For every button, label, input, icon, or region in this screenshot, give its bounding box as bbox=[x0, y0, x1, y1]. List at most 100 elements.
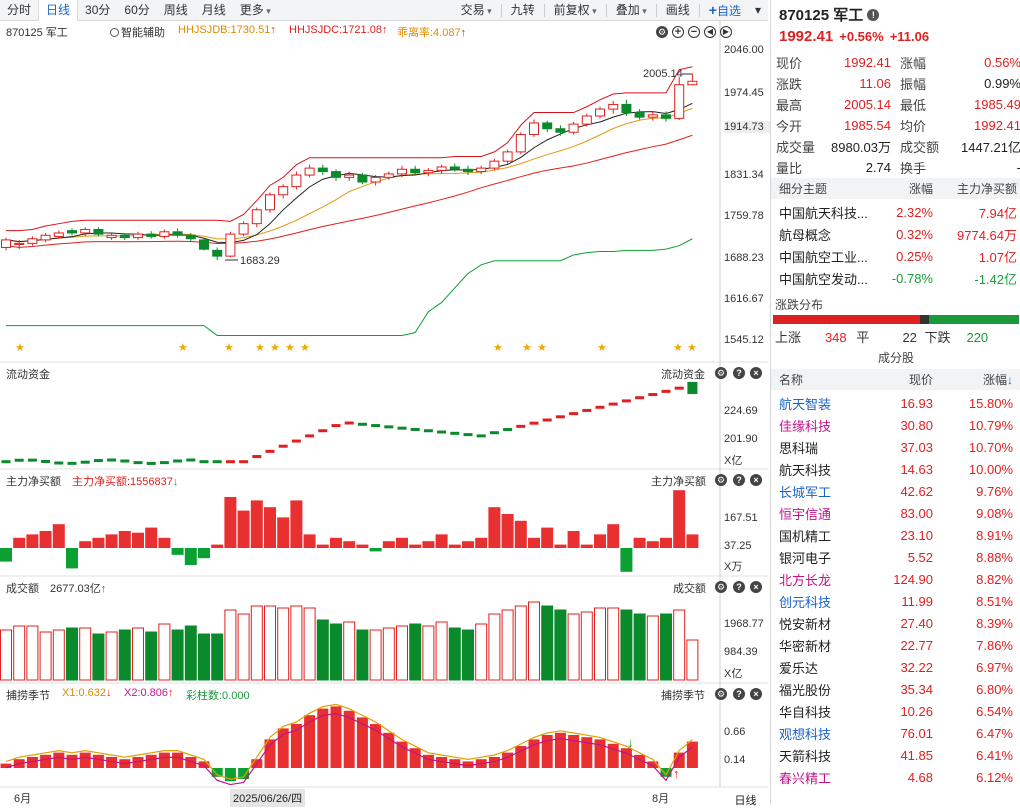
volume-bar bbox=[488, 613, 501, 681]
component-row[interactable]: 航天科技 14.63 10.00% bbox=[771, 458, 1020, 480]
settings-icon[interactable]: ⚙ bbox=[715, 688, 727, 700]
info-icon[interactable]: ! bbox=[867, 9, 880, 21]
theme-row[interactable]: 中国航空工业... 0.25% 1.07亿 bbox=[771, 245, 1020, 267]
component-row[interactable]: 银河电子 5.52 8.88% bbox=[771, 546, 1020, 568]
net-bar bbox=[356, 544, 369, 548]
theme-name: 中国航空发动... bbox=[779, 271, 868, 287]
theme-name: 航母概念 bbox=[779, 227, 832, 243]
component-price: 11.99 bbox=[901, 593, 933, 609]
season-bar bbox=[211, 768, 223, 777]
close-icon[interactable]: × bbox=[750, 688, 762, 700]
toolbar-btn-2[interactable]: 前复权 bbox=[547, 0, 604, 21]
quote-key: 涨幅 bbox=[900, 56, 927, 71]
quote-value: 1992.41 bbox=[974, 118, 1020, 133]
theme-row[interactable]: 中国航空发动... -0.78% -1.42亿 bbox=[771, 267, 1020, 289]
settings-icon[interactable]: ⚙ bbox=[715, 474, 727, 486]
help-icon[interactable]: ? bbox=[733, 474, 745, 486]
season-bar bbox=[370, 724, 382, 768]
component-row[interactable]: 爱乐达 32.22 6.97% bbox=[771, 656, 1020, 678]
component-row[interactable]: 国机精工 23.10 8.91% bbox=[771, 524, 1020, 546]
dist-bar-up bbox=[773, 315, 920, 324]
component-change: 7.86% bbox=[976, 637, 1013, 653]
period-tab-6[interactable]: 更多 bbox=[233, 0, 278, 21]
component-name: 观想科技 bbox=[779, 726, 832, 742]
quote-value: 1985.49 bbox=[974, 97, 1020, 112]
component-row[interactable]: 思科瑞 37.03 10.70% bbox=[771, 436, 1020, 458]
season-bar bbox=[383, 732, 395, 768]
quote-table: 现价 1992.41 涨幅 0.56% 涨跌 11.06 振幅 0.99% 最高 2005.14 最… bbox=[771, 52, 1020, 178]
settings-icon[interactable]: ⚙ bbox=[656, 26, 668, 38]
chart-canvas[interactable]: ★ ★ ★ ★ ★ ★ ★ ★ ★ ★ ★ ★ ★ ↓ ↑ bbox=[0, 0, 768, 805]
period-tab-5[interactable]: 月线 bbox=[201, 2, 226, 17]
ma20-line bbox=[5, 134, 693, 248]
help-icon[interactable]: ? bbox=[733, 581, 745, 593]
assist-toggle[interactable]: 智能辅助 bbox=[110, 24, 165, 40]
period-tab-3[interactable]: 60分 bbox=[124, 2, 150, 17]
component-row[interactable]: 华密新材 22.77 7.86% bbox=[771, 634, 1020, 656]
net-title: 主力净买额 bbox=[6, 476, 61, 488]
component-row[interactable]: 恒宇信通 83.00 9.08% bbox=[771, 502, 1020, 524]
candle-body bbox=[212, 249, 223, 257]
component-row[interactable]: 天箭科技 41.85 6.41% bbox=[771, 744, 1020, 766]
volume-bar bbox=[264, 605, 276, 681]
toolbar-btn-4[interactable]: 画线 bbox=[665, 2, 690, 17]
flow-title: 流动资金 bbox=[6, 369, 50, 381]
component-row[interactable]: 福光股份 35.34 6.80% bbox=[771, 678, 1020, 700]
candle-body bbox=[304, 167, 315, 176]
period-tab-2[interactable]: 30分 bbox=[85, 2, 111, 17]
theme-row[interactable]: 中国航天科技... 2.32% 7.94亿 bbox=[771, 201, 1020, 223]
settings-icon[interactable]: ⚙ bbox=[715, 367, 727, 379]
arrow-right-icon[interactable]: ▶ bbox=[720, 26, 732, 38]
chevron-down-icon[interactable]: ▾ bbox=[754, 2, 761, 17]
quote-key: 今开 bbox=[776, 119, 803, 134]
component-row[interactable]: 悦安新材 27.40 8.39% bbox=[771, 612, 1020, 634]
close-icon[interactable]: × bbox=[750, 474, 762, 486]
component-row[interactable]: 北方长龙 124.90 8.82% bbox=[771, 568, 1020, 590]
period-tab-0[interactable]: 分时 bbox=[7, 2, 32, 17]
period-label[interactable]: 日线 bbox=[734, 795, 757, 807]
season-x2-line bbox=[5, 712, 693, 786]
period-tab-1[interactable]: 日线 bbox=[38, 0, 79, 21]
net-bar bbox=[660, 537, 672, 548]
candle-body bbox=[397, 168, 407, 175]
settings-icon[interactable]: ⚙ bbox=[715, 581, 727, 593]
component-row[interactable]: 航天智装 16.93 15.80% bbox=[771, 392, 1020, 414]
component-row[interactable]: 创元科技 11.99 8.51% bbox=[771, 590, 1020, 612]
add-watchlist-button[interactable]: +自选 bbox=[708, 1, 741, 18]
component-row[interactable]: 佳缘科技 30.80 10.79% bbox=[771, 414, 1020, 436]
flow-mark bbox=[410, 427, 420, 431]
zoom-in-icon[interactable]: + bbox=[672, 26, 684, 38]
close-icon[interactable]: × bbox=[750, 581, 762, 593]
signal-arrow-up: ↑ bbox=[673, 766, 680, 781]
zoom-out-icon[interactable]: − bbox=[688, 26, 700, 38]
component-row[interactable]: 春兴精工 4.68 6.12% bbox=[771, 766, 1020, 788]
quote-value: 8980.03万 bbox=[831, 140, 891, 155]
component-price: 30.80 bbox=[900, 417, 933, 433]
component-price: 35.34 bbox=[900, 681, 933, 697]
arrow-left-icon[interactable]: ◀ bbox=[704, 26, 716, 38]
quote-key: 成交量 bbox=[776, 140, 816, 155]
flow-mark bbox=[621, 399, 631, 403]
toolbar-btn-0[interactable]: 交易 bbox=[454, 0, 499, 21]
component-row[interactable]: 观想科技 76.01 6.47% bbox=[771, 722, 1020, 744]
flow-mark bbox=[437, 430, 447, 434]
ind-hhjsjdc: HHJSJDC:1721.08↑ bbox=[289, 24, 388, 36]
quote-key: 涨跌 bbox=[776, 77, 803, 92]
sort-change-header[interactable]: 涨幅↓ bbox=[982, 373, 1013, 387]
component-row[interactable]: 长城军工 42.62 9.76% bbox=[771, 480, 1020, 502]
help-icon[interactable]: ? bbox=[733, 688, 745, 700]
comp-header[interactable]: 名称 现价 涨幅↓ bbox=[771, 369, 1020, 390]
toolbar-btn-1[interactable]: 九转 bbox=[510, 2, 535, 17]
toolbar-btn-3[interactable]: 叠加 bbox=[609, 0, 654, 21]
period-tab-4[interactable]: 周线 bbox=[163, 2, 188, 17]
quote-key: 最低 bbox=[900, 98, 927, 113]
component-row[interactable]: 华自科技 10.26 6.54% bbox=[771, 700, 1020, 722]
season-bar bbox=[238, 768, 250, 779]
flow-mark bbox=[555, 415, 565, 419]
help-icon[interactable]: ? bbox=[733, 367, 745, 379]
season-bar bbox=[106, 757, 118, 768]
theme-row[interactable]: 航母概念 0.32% 9774.64万 bbox=[771, 223, 1020, 245]
component-name: 春兴精工 bbox=[779, 770, 832, 786]
season-bar bbox=[515, 746, 527, 768]
close-icon[interactable]: × bbox=[750, 367, 762, 379]
